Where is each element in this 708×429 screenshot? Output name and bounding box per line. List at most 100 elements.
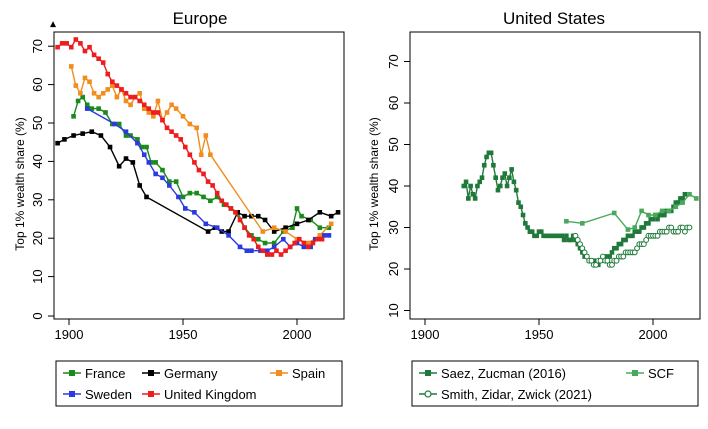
europe-sweden-point <box>176 194 181 200</box>
europe-united-kingdom-point <box>82 48 88 54</box>
europe-sweden-point <box>214 225 220 230</box>
europe-united-kingdom-point <box>255 244 261 250</box>
us-y-tick-label: 10 <box>386 303 401 317</box>
us-x-tick-label: 2000 <box>639 327 668 342</box>
legend-label-saez-zucman: Saez, Zucman (2016) <box>441 366 566 381</box>
legend-label-spain: Spain <box>292 366 325 381</box>
europe-germany-point <box>205 229 211 234</box>
europe-y-tick-label: 60 <box>30 77 45 91</box>
europe-sweden-point <box>146 160 152 165</box>
europe-france-point <box>75 98 81 104</box>
europe-france-line <box>72 96 329 244</box>
us-saez-zucman-2016-series <box>461 150 688 268</box>
europe-united-kingdom-point <box>164 125 170 131</box>
europe-united-kingdom-point <box>73 37 79 42</box>
europe-united-kingdom-point <box>169 129 174 134</box>
us-scf-point <box>652 212 658 218</box>
europe-united-kingdom-point <box>246 233 252 238</box>
europe-spain-point <box>128 102 133 108</box>
europe-spain-point <box>180 114 186 119</box>
legend-item-france: France <box>63 366 125 381</box>
europe-united-kingdom-point <box>306 244 311 250</box>
europe-sweden-point <box>265 248 270 254</box>
europe-spain-point <box>100 90 106 96</box>
europe-france-point <box>208 198 213 204</box>
europe-germany-point <box>80 131 85 136</box>
europe-france-point <box>103 110 108 115</box>
europe-sweden-point <box>226 233 231 238</box>
europe-germany-point <box>71 133 76 138</box>
us-y-tick-label: 30 <box>386 220 401 234</box>
us-saez-zucman-2016-point <box>500 175 505 180</box>
europe-united-kingdom-point <box>119 87 124 92</box>
us-scf-point <box>611 210 617 216</box>
us-series-group <box>461 150 699 268</box>
legend-item-spain: Spain <box>270 366 325 381</box>
europe-series-group <box>50 21 341 257</box>
europe-x-tick-label: 2000 <box>283 327 312 342</box>
europe-germany-point <box>116 163 122 169</box>
legend-marker-sweden <box>69 391 75 397</box>
europe-spain-point <box>114 94 120 100</box>
us-saez-zucman-2016-point <box>523 221 528 226</box>
europe-germany-point <box>255 213 261 219</box>
us-legend-box <box>411 360 699 407</box>
legend-item-saez-zucman: Saez, Zucman (2016) <box>419 366 566 381</box>
europe-spain-point <box>198 152 204 158</box>
us-saez-zucman-2016-point <box>630 233 635 239</box>
us-saez-zucman-2016-point <box>662 212 667 218</box>
europe-sweden-point <box>192 210 197 215</box>
europe-germany-point <box>249 213 254 219</box>
europe-sweden-point <box>244 248 250 254</box>
europe-france-point <box>180 194 186 200</box>
europe-united-kingdom-point <box>114 83 120 88</box>
europe-france-point <box>214 194 220 200</box>
us-saez-zucman-2016-point <box>529 229 535 234</box>
us-scf-point <box>659 208 665 214</box>
europe-germany-point <box>123 156 129 161</box>
europe-germany-point <box>294 221 300 227</box>
us-saez-zucman-2016-point <box>623 237 628 243</box>
europe-france-point <box>144 144 149 150</box>
europe-spain-point <box>194 125 199 131</box>
us-panel: United States Top 1% wealth share (%) 10… <box>367 9 701 407</box>
us-saez-zucman-2016-point <box>607 254 612 259</box>
legend-marker-united-kingdom <box>148 391 154 397</box>
europe-united-kingdom-series <box>55 37 325 257</box>
us-saez-zucman-2016-point <box>502 171 508 176</box>
us-saez-zucman-2016-point <box>504 183 510 189</box>
europe-united-kingdom-point <box>100 60 106 65</box>
us-saez-zucman-2016-point <box>470 192 476 197</box>
us-saez-zucman-2016-point <box>675 200 681 205</box>
europe-germany-point <box>130 160 136 165</box>
europe-x-axis: 1900 1950 2000 <box>55 319 312 342</box>
europe-y-tick-label: 40 <box>30 154 45 168</box>
us-saez-zucman-2016-point <box>468 183 473 189</box>
us-scf-point <box>564 218 569 224</box>
europe-spain-point <box>82 75 88 81</box>
europe-sweden-point <box>322 233 327 238</box>
europe-plot-frame <box>53 31 345 320</box>
legend-item-sweden: Sweden <box>63 387 132 402</box>
europe-united-kingdom-point <box>319 236 325 242</box>
us-saez-zucman-2016-point <box>479 175 485 180</box>
europe-france-point <box>89 106 95 111</box>
us-saez-zucman-2016-point <box>641 225 647 230</box>
us-y-tick-label: 60 <box>386 96 401 110</box>
europe-france-point <box>290 225 295 230</box>
europe-france-point <box>153 160 158 165</box>
europe-united-kingdom-point <box>219 198 225 204</box>
europe-france-point <box>201 194 206 200</box>
europe-spain-point <box>96 94 101 100</box>
europe-united-kingdom-point <box>233 210 238 215</box>
europe-united-kingdom-point <box>260 248 266 254</box>
europe-spain-point <box>151 114 156 119</box>
legend-marker-spain <box>276 370 282 376</box>
europe-germany-point <box>242 213 247 219</box>
us-saez-zucman-2016-point <box>495 187 501 193</box>
europe-united-kingdom-point <box>96 56 101 62</box>
us-saez-zucman-2016-point <box>513 187 519 193</box>
legend-item-united-kingdom: United Kingdom <box>142 387 257 402</box>
us-title: United States <box>503 9 605 28</box>
